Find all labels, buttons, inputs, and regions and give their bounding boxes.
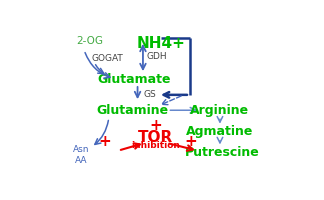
Text: +: + [184,134,197,149]
Text: GS: GS [144,90,156,99]
Text: Putrescine: Putrescine [185,146,260,159]
Text: +: + [98,134,111,149]
Text: Arginine: Arginine [191,104,249,117]
Text: Asn
AA: Asn AA [73,145,90,165]
Text: +: + [149,118,162,133]
Text: Glutamate: Glutamate [97,73,170,86]
Text: 2-OG: 2-OG [76,36,103,46]
Text: NH4+: NH4+ [136,36,185,51]
Text: TOR: TOR [138,130,173,145]
Text: Agmatine: Agmatine [186,125,254,138]
Text: inhibition: inhibition [131,141,180,150]
Text: GDH: GDH [147,52,168,61]
Text: GOGAT: GOGAT [91,54,123,63]
Text: Glutamine: Glutamine [96,104,168,117]
